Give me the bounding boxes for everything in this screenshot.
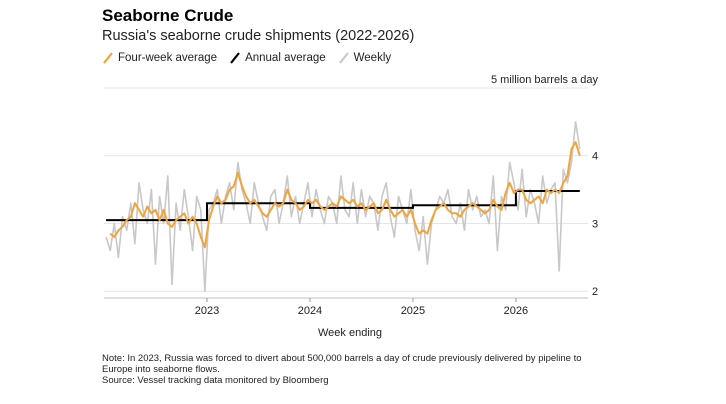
note-text: Note: In 2023, Russia was forced to dive…: [102, 353, 582, 375]
x-tick-label: 2024: [298, 305, 322, 317]
legend-label-four-week: Four-week average: [118, 52, 218, 64]
legend-swatch-four-week: [103, 52, 113, 64]
y-tick-label: 2: [592, 286, 598, 298]
chart-title: Seaborne Crude: [102, 6, 234, 25]
legend-swatch-annual: [230, 52, 240, 64]
legend-item-annual: Annual average: [229, 52, 326, 64]
legend-item-weekly: Weekly: [338, 52, 392, 64]
x-tick-label: 2026: [504, 305, 528, 317]
footnote: Note: In 2023, Russia was forced to dive…: [102, 353, 582, 386]
series-weekly: [105, 121, 581, 292]
y-tick-label: 4: [592, 151, 598, 163]
y-tick-label: 3: [592, 218, 598, 230]
legend-item-four-week: Four-week average: [102, 52, 217, 64]
series-annual: [106, 190, 580, 222]
source-text: Source: Vessel tracking data monitored b…: [102, 375, 329, 386]
legend: Four-week average Annual average Weekly: [102, 51, 403, 65]
legend-label-weekly: Weekly: [353, 52, 392, 64]
x-tick-label: 2025: [401, 305, 425, 317]
x-axis-label: Week ending: [318, 327, 382, 339]
legend-label-annual: Annual average: [245, 52, 326, 64]
x-tick-label: 2023: [195, 305, 219, 317]
series-four-week: [109, 141, 581, 249]
y-unit-label: 5 million barrels a day: [491, 74, 598, 86]
legend-swatch-weekly: [338, 52, 349, 64]
chart-subtitle: Russia's seaborne crude shipments (2022-…: [102, 28, 415, 44]
